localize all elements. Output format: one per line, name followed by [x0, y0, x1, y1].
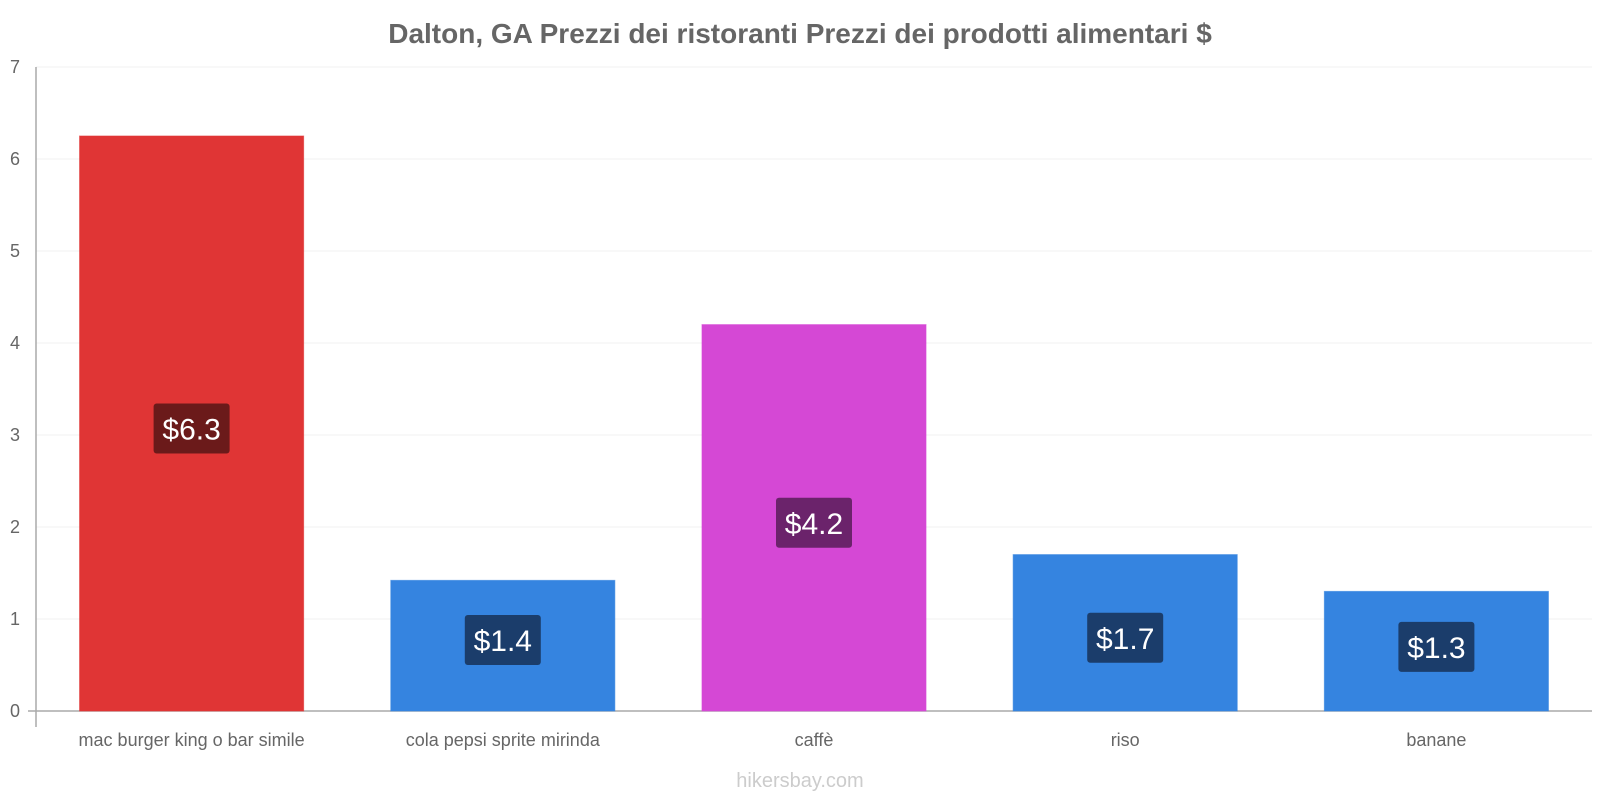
value-label-background	[1398, 621, 1475, 672]
y-tick-label: 5	[10, 241, 20, 261]
value-label: $1.4	[474, 625, 532, 658]
value-labels: $6.3 $1.4 $4.2 $1.7 $1.3	[153, 403, 1475, 672]
x-axis-labels: mac burger king o bar simile cola pepsi s…	[79, 730, 1467, 750]
x-tick-label: banane	[1406, 730, 1466, 750]
value-label: $4.2	[785, 508, 843, 541]
bar	[79, 135, 305, 712]
x-tick-label: cola pepsi sprite mirinda	[406, 730, 601, 750]
y-tick-label: 2	[10, 517, 20, 537]
value-label: $1.7	[1096, 623, 1154, 656]
y-tick-label: 1	[10, 609, 20, 629]
y-tick-label: 0	[10, 701, 20, 721]
x-tick-label: caffè	[795, 730, 834, 750]
y-tick-label: 6	[10, 149, 20, 169]
value-label: $1.3	[1407, 632, 1465, 665]
value-label: $6.3	[162, 414, 220, 447]
bar	[1323, 590, 1549, 712]
y-tick-label: 7	[10, 57, 20, 77]
bars	[79, 135, 1549, 712]
y-axis-ticks: 0 1 2 3 4 5 6 7	[10, 57, 20, 721]
watermark: hikersbay.com	[736, 770, 863, 792]
value-label-background	[1087, 612, 1164, 663]
value-label-background	[776, 497, 852, 548]
chart-title: Dalton, GA Prezzi dei ristoranti Prezzi …	[388, 18, 1212, 49]
value-label-background	[464, 615, 541, 666]
y-tick-label: 3	[10, 425, 20, 445]
x-tick-label: mac burger king o bar simile	[79, 730, 305, 750]
value-label-background	[153, 403, 230, 454]
x-tick-label: riso	[1111, 730, 1140, 750]
y-tick-label: 4	[10, 333, 20, 353]
